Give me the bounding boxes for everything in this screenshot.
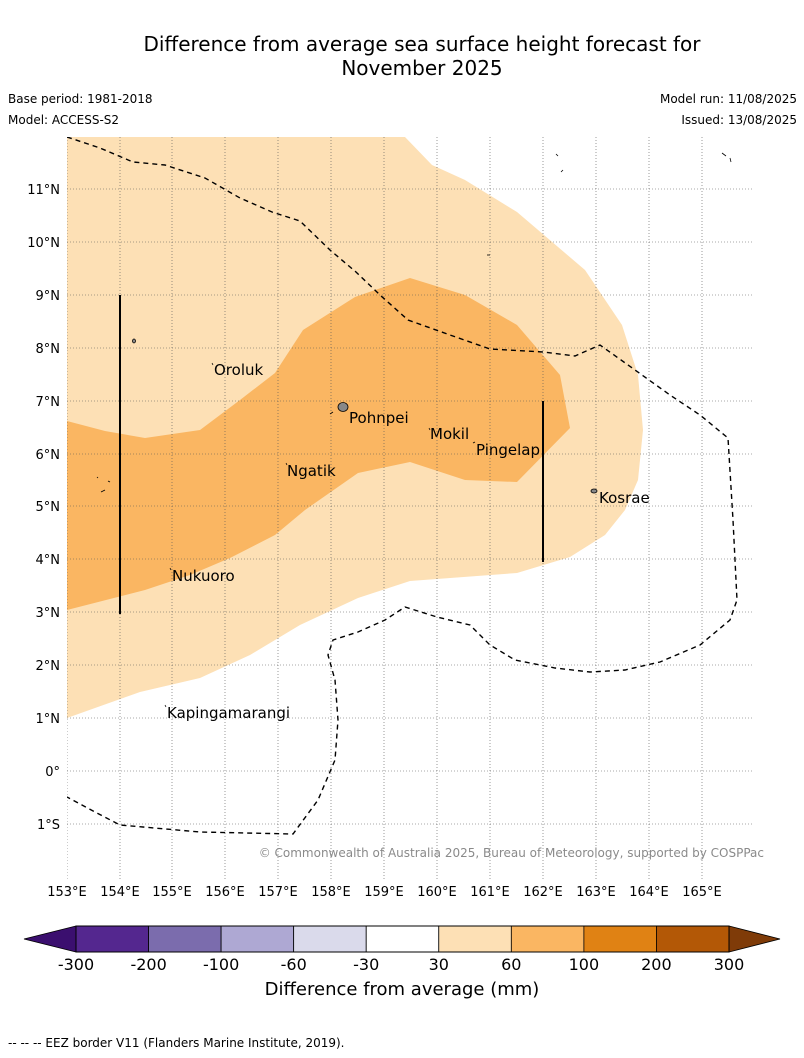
- place-label-oroluk: Oroluk: [214, 361, 263, 379]
- place-label-kosrae: Kosrae: [599, 489, 650, 507]
- colorbar-tick-label: 300: [714, 955, 745, 974]
- lon-label: 161°E: [470, 885, 510, 900]
- lon-label: 162°E: [523, 885, 563, 900]
- model-run-date: Model run: 11/08/2025: [659, 92, 797, 106]
- pohnpei-island: [337, 402, 349, 412]
- small-island: [132, 338, 136, 344]
- lat-label: 5°N: [36, 500, 61, 515]
- lat-label: 9°N: [36, 289, 61, 304]
- lon-label: 160°E: [417, 885, 457, 900]
- map-area: [67, 137, 753, 879]
- lat-label: 10°N: [27, 236, 60, 251]
- lon-label: 153°E: [47, 885, 87, 900]
- place-label-nukuoro: Nukuoro: [172, 567, 235, 585]
- colorbar-segment: [293, 925, 367, 953]
- colorbar-segment: [220, 925, 295, 953]
- lat-label: 6°N: [36, 448, 61, 463]
- colorbar-extension-low: [23, 925, 77, 953]
- lon-label: 157°E: [258, 885, 298, 900]
- kosrae-island: [590, 488, 598, 494]
- colorbar-tick-labels: -300 -200 -100 -60 -30 30 60 100 200 300: [58, 955, 744, 974]
- colorbar-title: Difference from average (mm): [265, 979, 540, 1000]
- lon-label: 155°E: [152, 885, 192, 900]
- lon-label: 164°E: [629, 885, 669, 900]
- colorbar-segment: [365, 925, 440, 953]
- lat-label: 0°: [45, 765, 60, 780]
- place-label-pingelap: Pingelap: [476, 441, 540, 459]
- place-labels: Oroluk Pohnpei Mokil Pingelap Ngatik Kos…: [167, 361, 650, 722]
- lat-label: 1°S: [37, 818, 60, 833]
- graticule: [67, 137, 753, 879]
- lat-label: 7°N: [36, 395, 61, 410]
- colorbar-segment: [510, 925, 585, 953]
- colorbar-tick-label: 30: [429, 955, 449, 974]
- colorbar-segment: [438, 925, 512, 953]
- lat-label: 2°N: [36, 659, 61, 674]
- base-period: Base period: 1981-2018: [8, 92, 153, 106]
- eez-footnote: -- -- -- EEZ border V11 (Flanders Marine…: [8, 1036, 345, 1050]
- place-label-pohnpei: Pohnpei: [349, 409, 409, 427]
- colorbar-tick-label: -30: [353, 955, 379, 974]
- place-label-kapingamarangi: Kapingamarangi: [167, 704, 290, 722]
- lat-label: 4°N: [36, 553, 61, 568]
- colorbar-segment: [583, 925, 657, 953]
- colorbar-segment: [75, 925, 149, 953]
- place-label-ngatik: Ngatik: [287, 462, 336, 480]
- colorbar-frame: [75, 925, 730, 953]
- colorbar: -300 -200 -100 -60 -30 30 60 100 200 300…: [23, 925, 781, 1000]
- colorbar-tick-label: 60: [501, 955, 521, 974]
- title-line-2: November 2025: [341, 56, 503, 80]
- lat-label: 11°N: [27, 183, 60, 198]
- islands: [96, 152, 732, 708]
- colorbar-tick-label: -60: [281, 955, 307, 974]
- lon-label: 156°E: [205, 885, 245, 900]
- anomaly-60-100-region: [67, 278, 570, 610]
- lon-label: 158°E: [311, 885, 351, 900]
- lon-label: 165°E: [682, 885, 722, 900]
- lon-label: 154°E: [100, 885, 140, 900]
- map-title: Difference from average sea surface heig…: [0, 32, 804, 80]
- colorbar-segment: [148, 925, 222, 953]
- latitude-labels: 11°N 10°N 9°N 8°N 7°N 6°N 5°N 4°N 3°N 2°…: [27, 183, 60, 833]
- colorbar-tick-label: -300: [58, 955, 94, 974]
- lat-label: 8°N: [36, 342, 61, 357]
- colorbar-extension-high: [728, 925, 781, 953]
- issued-date: Issued: 13/08/2025: [681, 113, 797, 127]
- lon-label: 163°E: [576, 885, 616, 900]
- lon-label: 159°E: [364, 885, 404, 900]
- title-line-1: Difference from average sea surface heig…: [143, 32, 701, 56]
- longitude-labels: 153°E 154°E 155°E 156°E 157°E 158°E 159°…: [47, 885, 722, 900]
- eez-border: [67, 137, 738, 835]
- colorbar-segment: [656, 925, 730, 953]
- colorbar-tick-label: 100: [569, 955, 600, 974]
- lat-label: 3°N: [36, 606, 61, 621]
- lat-label: 1°N: [36, 712, 61, 727]
- colorbar-tick-label: -200: [130, 955, 166, 974]
- place-label-mokil: Mokil: [430, 425, 469, 443]
- model-name: Model: ACCESS-S2: [8, 113, 120, 127]
- colorbar-tick-label: 200: [641, 955, 672, 974]
- colorbar-tick-label: -100: [203, 955, 239, 974]
- copyright-notice: © Commonwealth of Australia 2025, Bureau…: [259, 846, 764, 860]
- colorbar-segments: [23, 925, 781, 953]
